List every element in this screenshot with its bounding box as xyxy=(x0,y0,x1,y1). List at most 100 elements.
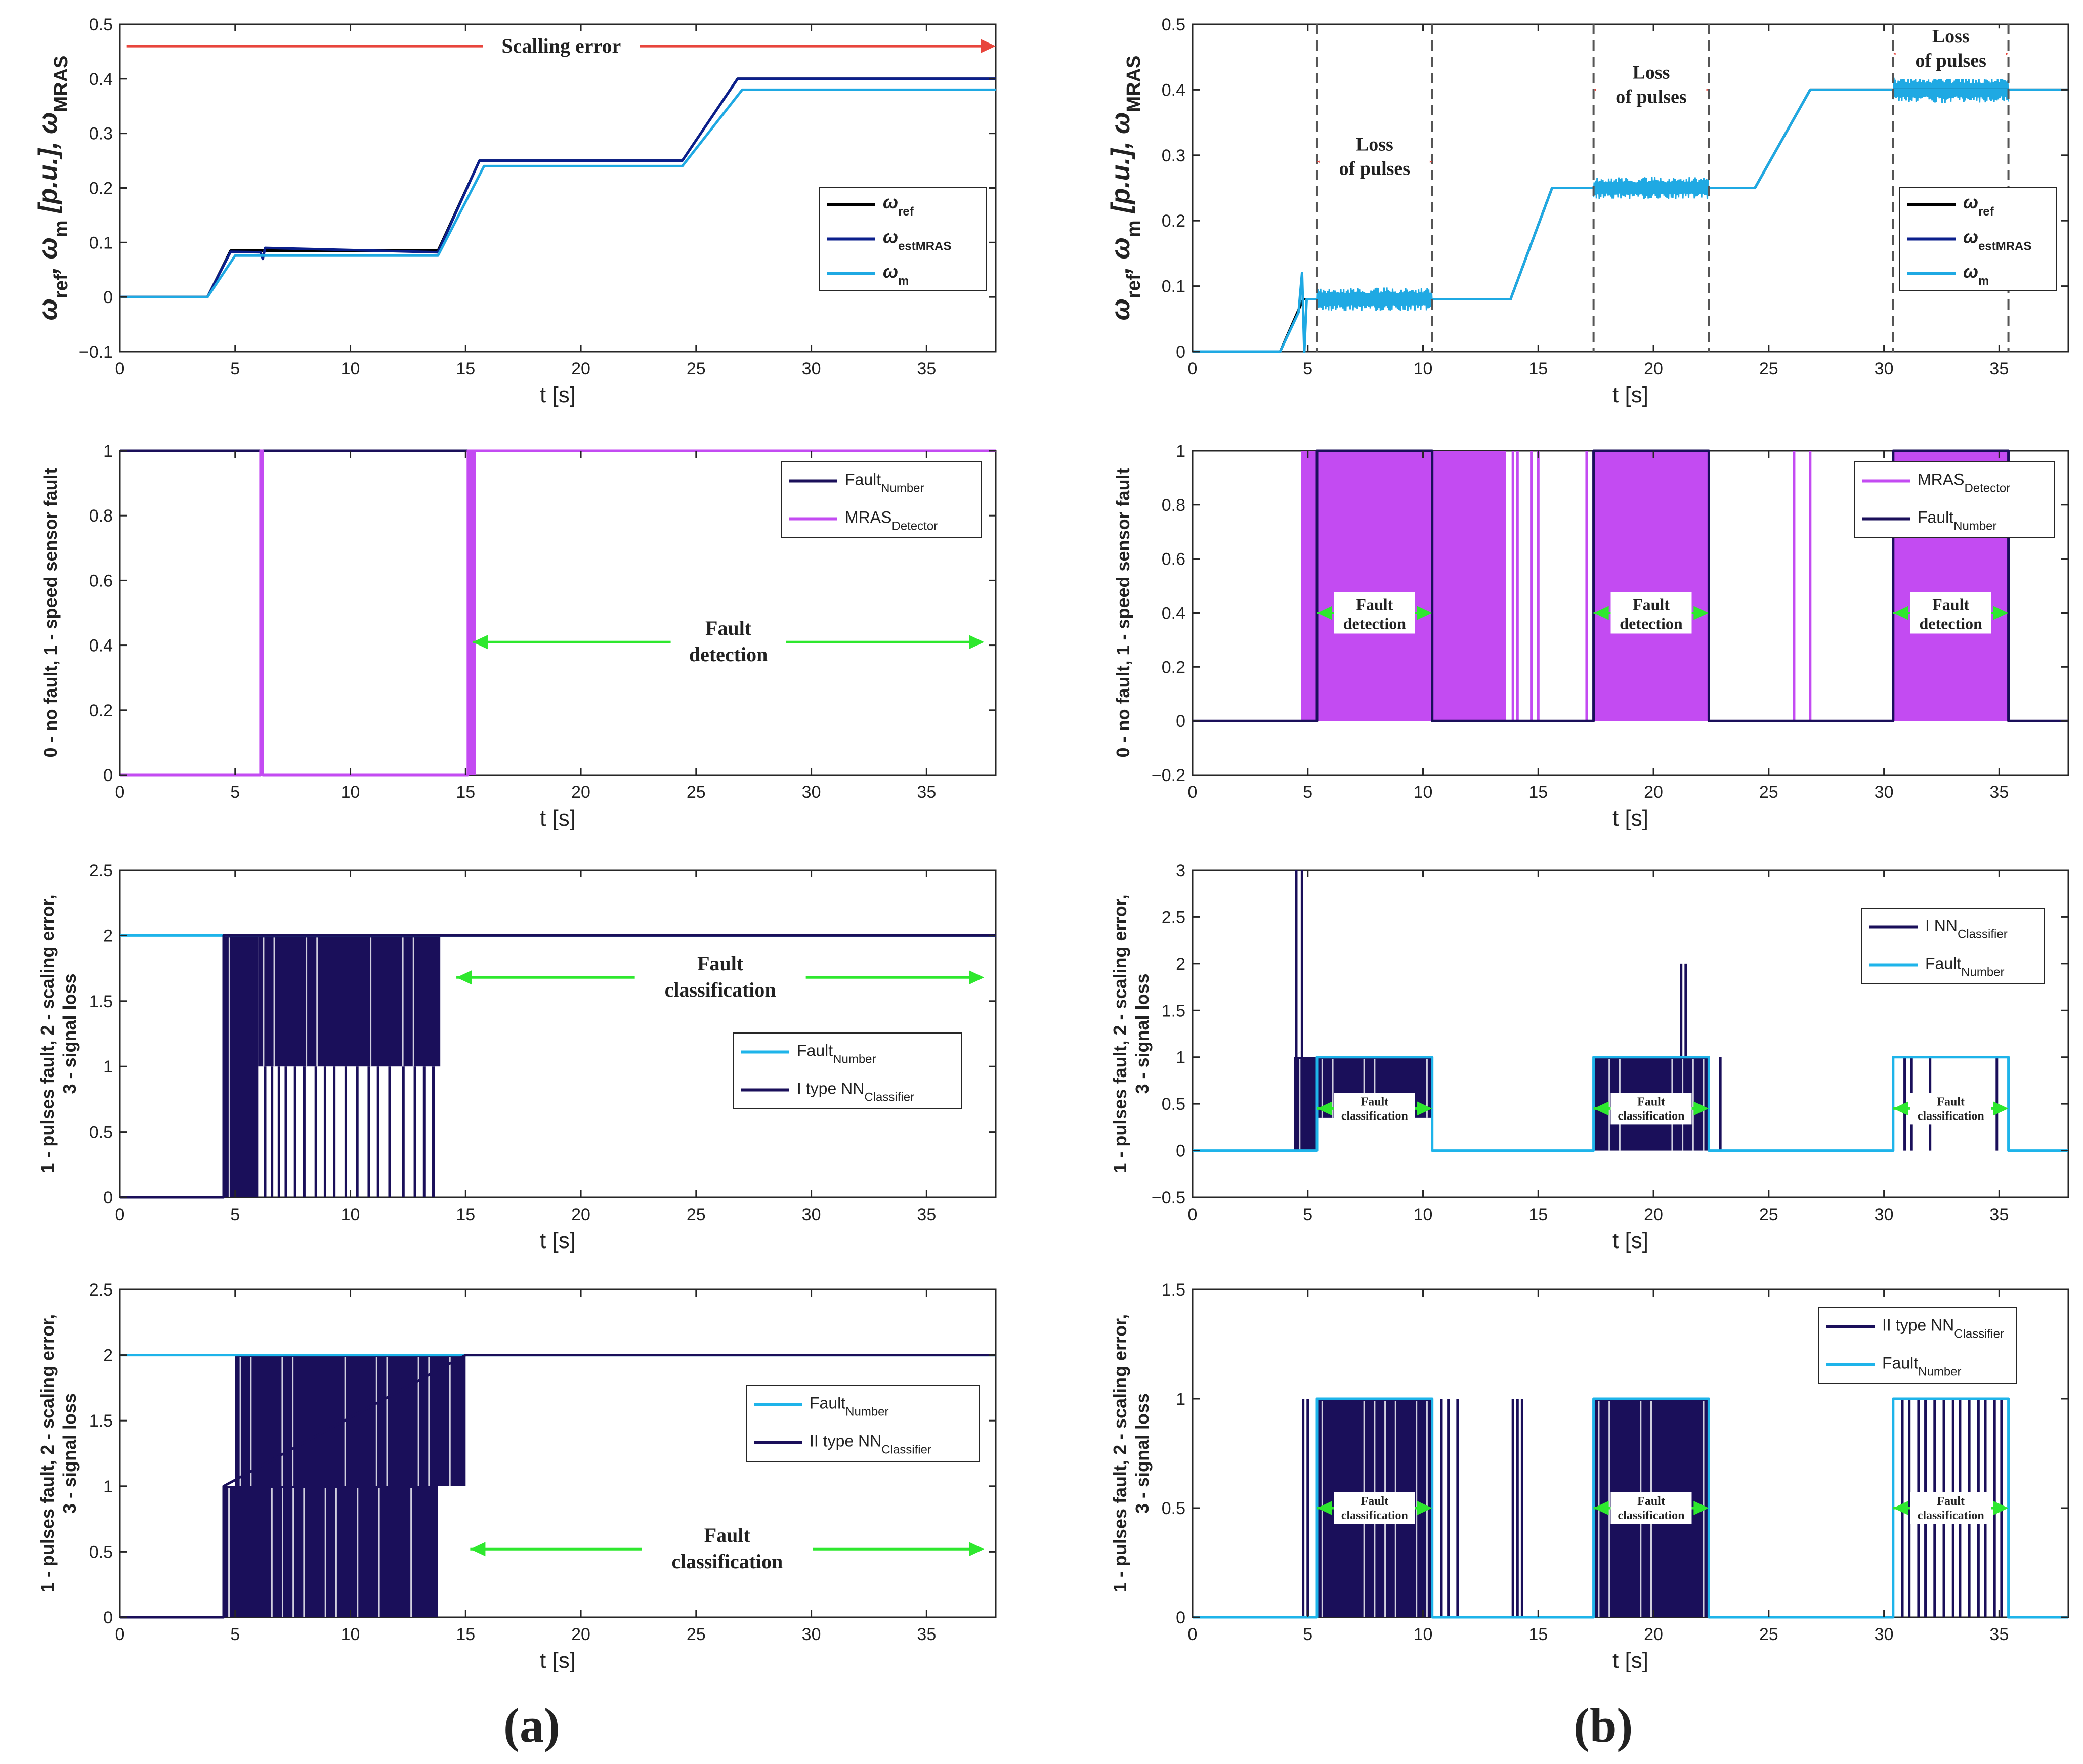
annotation-bg xyxy=(1334,1492,1415,1524)
annotation-text-2: of pulses xyxy=(1915,50,1986,71)
y-axis-label: 1 - pulses fault, 2 - scaling error,3 - … xyxy=(1110,894,1153,1173)
legend-box xyxy=(746,1385,980,1462)
legend-label: I NNClassifier xyxy=(1925,917,2008,941)
y-tick-label: 0.1 xyxy=(89,233,113,252)
legend-box xyxy=(1818,1307,2017,1384)
annotation-text-2: detection xyxy=(689,643,768,666)
x-axis-label: t [s] xyxy=(1612,1648,1648,1673)
y-tick-label: 1 xyxy=(103,1057,113,1077)
x-tick-label: 20 xyxy=(571,1205,590,1224)
y-tick-label: 2 xyxy=(1176,955,1185,974)
arrow-head-left xyxy=(1316,606,1332,620)
annotation-text: Fault xyxy=(1637,1095,1665,1108)
y-tick-label: 0.5 xyxy=(1162,1499,1185,1518)
y-tick-label: 0.5 xyxy=(89,1542,113,1562)
x-tick-label: 0 xyxy=(115,359,125,378)
x-tick-label: 30 xyxy=(1875,1205,1894,1224)
arrow-head-right xyxy=(1417,1501,1432,1515)
x-tick-label: 20 xyxy=(571,783,590,802)
data-layer xyxy=(120,77,996,298)
x-tick-label: 25 xyxy=(687,783,706,802)
fill-band xyxy=(1316,451,1432,721)
data-layer xyxy=(120,449,996,777)
legend: I NNClassifier FaultNumber xyxy=(1861,908,2045,984)
x-tick-label: 5 xyxy=(230,1625,240,1644)
y-tick-label: 1 xyxy=(103,1477,113,1496)
legend-label: FaultNumber xyxy=(1925,955,2005,979)
arrow-head-left xyxy=(456,970,472,985)
x-tick-label: 15 xyxy=(456,783,475,802)
legend-box xyxy=(1861,908,2045,984)
annotation-text: Fault xyxy=(1937,1495,1965,1508)
annotation-text: Fault xyxy=(704,1524,751,1546)
series-line xyxy=(1193,1056,2068,1152)
x-tick-label: 30 xyxy=(802,783,821,802)
arrow-head-left xyxy=(1316,1101,1332,1116)
annotation-text-2: classification xyxy=(665,978,776,1001)
y-tick-label: 0.2 xyxy=(1162,211,1185,231)
annotation-text-2: classification xyxy=(1918,1109,1984,1123)
y-tick-label: 0.4 xyxy=(89,70,113,89)
fill-band xyxy=(1432,451,1506,721)
y-tick-label: 0.5 xyxy=(1162,15,1185,34)
annotation-bg xyxy=(634,952,806,1003)
fill-band xyxy=(223,1486,438,1617)
data-layer xyxy=(120,1354,996,1619)
x-tick-label: 30 xyxy=(1875,1625,1894,1644)
y-tick-label: 0.4 xyxy=(1162,80,1185,100)
y-tick-label: 1.5 xyxy=(89,992,113,1011)
x-tick-label: 10 xyxy=(341,783,360,802)
x-tick-label: 0 xyxy=(115,1625,125,1644)
x-tick-label: 15 xyxy=(456,1625,475,1644)
annotation-text: Fault xyxy=(697,952,744,975)
y-tick-label: 2.5 xyxy=(89,1280,113,1300)
annotation-text-2: classification xyxy=(1341,1109,1408,1123)
annotation-bg xyxy=(483,31,640,60)
annotation-text-2: classification xyxy=(1618,1109,1684,1123)
arrow-head-left xyxy=(1893,1501,1908,1515)
series-line xyxy=(1193,449,2068,722)
y-tick-label: 0.8 xyxy=(89,506,113,526)
arrow-head-right xyxy=(1993,606,2009,620)
legend: FaultNumber II type NNClassifier xyxy=(746,1385,980,1462)
annotation-text-2: classification xyxy=(1918,1509,1984,1522)
x-tick-label: 10 xyxy=(341,1205,360,1224)
y-tick-label: 0.5 xyxy=(1162,1095,1185,1114)
y-tick-label: 0 xyxy=(103,766,113,785)
annotation-text-2: detection xyxy=(1919,615,1982,633)
annotation: Loss of pulses xyxy=(1316,134,1432,187)
y-tick-label: 2.5 xyxy=(1162,908,1185,927)
y-tick-label: 0.6 xyxy=(89,571,113,590)
y-tick-label: 0.8 xyxy=(1162,496,1185,515)
legend-label: MRASDetector xyxy=(1918,470,2010,495)
arrow-head-right xyxy=(1693,606,1709,620)
legend: FaultNumber I type NNClassifier xyxy=(733,1032,962,1109)
x-tick-label: 25 xyxy=(1759,359,1778,378)
x-tick-label: 20 xyxy=(1644,1205,1663,1224)
chart-b4: 0 5 10 15 20 25 30 35 0 0.5 1 1.5 t [s] 1 - pulses fa… xyxy=(1110,1280,2069,1673)
x-tick-label: 15 xyxy=(456,359,475,378)
y-axis-label: 0 - no fault, 1 - speed sensor fault xyxy=(1113,468,1133,757)
arrow-head-left xyxy=(1893,606,1908,620)
annotation-text: Loss xyxy=(1633,62,1670,83)
x-tick-label: 5 xyxy=(230,359,240,378)
panel-label-a: (a) xyxy=(503,1698,560,1752)
chart-b1: 0 5 10 15 20 25 30 35 0 0.1 0.2 0.3 0.4 0.5 t [s] ωref,… xyxy=(1106,15,2069,407)
y-axis-label: 1 - pulses fault, 2 - scaling error,3 - … xyxy=(1110,1314,1153,1593)
x-tick-label: 35 xyxy=(1989,1205,2009,1224)
x-tick-label: 10 xyxy=(1414,783,1433,802)
x-axis-label: t [s] xyxy=(540,1228,576,1253)
arrow-head-right xyxy=(969,635,985,650)
x-axis-label: t [s] xyxy=(540,806,576,831)
y-tick-label: 0 xyxy=(1176,1142,1185,1161)
y-tick-label: 2.5 xyxy=(89,861,113,880)
y-tick-label: 0 xyxy=(1176,342,1185,362)
chart-a3: 0 5 10 15 20 25 30 35 0 0.5 1 1.5 2 2.5 t [s] 1 - pulse… xyxy=(37,861,997,1253)
x-tick-label: 0 xyxy=(1188,1625,1198,1644)
arrow-head-left xyxy=(1893,1101,1908,1116)
x-tick-label: 35 xyxy=(1989,359,2009,378)
x-tick-label: 5 xyxy=(230,1205,240,1224)
